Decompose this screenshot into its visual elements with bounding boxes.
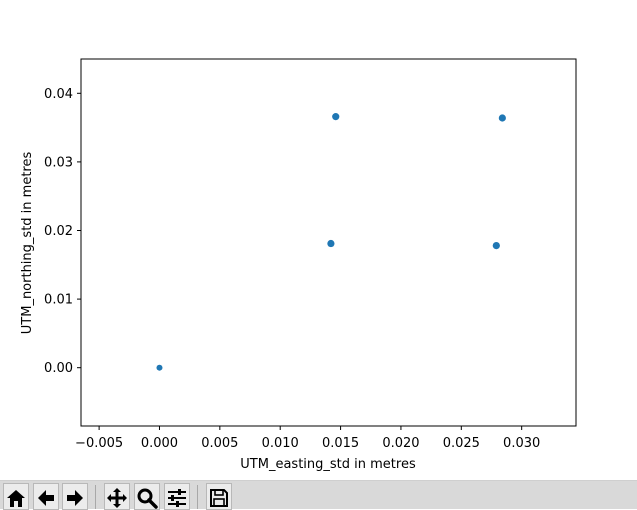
x-tick-label: 0.025 (443, 436, 480, 451)
x-tick-label: 0.000 (141, 436, 178, 451)
x-tick-label: 0.030 (503, 436, 540, 451)
scatter-point (332, 113, 340, 121)
toolbar-separator (95, 485, 96, 509)
y-axis-ticks: 0.00 0.01 0.02 0.03 0.04 (44, 87, 81, 376)
back-button[interactable] (33, 483, 59, 510)
pan-icon (107, 488, 127, 508)
y-tick-label: 0.01 (44, 293, 73, 308)
y-tick-label: 0.02 (44, 224, 73, 239)
y-tick-label: 0.03 (44, 155, 73, 170)
pan-button[interactable] (104, 483, 130, 510)
scatter-point (156, 364, 163, 371)
back-arrow-icon (38, 490, 54, 506)
scatter-point (492, 241, 500, 250)
home-button[interactable] (3, 483, 29, 510)
configure-subplots-icon (168, 489, 186, 507)
x-tick-label: 0.005 (201, 436, 238, 451)
save-icon (210, 489, 228, 507)
x-axis-label: UTM_easting_std in metres (240, 457, 416, 472)
navigation-toolbar (0, 480, 637, 510)
x-axis-ticks: −0.005 0.000 0.005 0.010 0.015 0.020 0.025 0.03… (75, 426, 540, 451)
x-tick-label: 0.010 (262, 436, 299, 451)
y-tick-label: 0.04 (44, 87, 73, 102)
forward-button[interactable] (62, 483, 88, 510)
scatter-point (498, 114, 506, 122)
x-tick-label: 0.015 (322, 436, 359, 451)
y-axis-label: UTM_northing_std in metres (20, 152, 35, 335)
forward-arrow-icon (67, 490, 83, 506)
configure-subplots-button[interactable] (164, 483, 190, 510)
zoom-button[interactable] (134, 483, 160, 510)
x-tick-label: 0.020 (382, 436, 419, 451)
x-tick-label: −0.005 (75, 436, 123, 451)
scatter-point (327, 239, 335, 248)
zoom-icon (137, 488, 158, 509)
y-tick-label: 0.00 (44, 361, 73, 376)
toolbar-separator (197, 485, 198, 509)
figure: −0.005 0.000 0.005 0.010 0.015 0.020 0.025 0.03… (20, 58, 577, 472)
plot-frame (80, 58, 577, 427)
points-layer (156, 113, 506, 371)
home-icon (7, 490, 25, 507)
save-button[interactable] (206, 483, 232, 510)
